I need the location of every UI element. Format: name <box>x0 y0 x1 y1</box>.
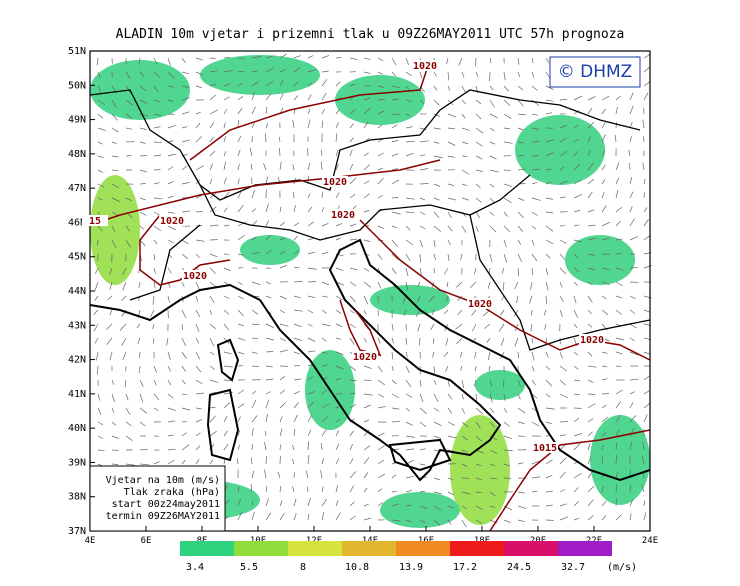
colorbar-box <box>450 541 504 556</box>
colorbar-box <box>396 541 450 556</box>
wind-arrow <box>644 193 645 198</box>
wind-arrow <box>308 282 316 283</box>
colorbar-unit: (m/s) <box>607 562 637 573</box>
wind-arrow <box>126 156 131 157</box>
wind-arrow <box>420 184 429 185</box>
isobar-label: 1020 <box>323 177 347 188</box>
lat-label: 42N <box>68 355 86 366</box>
lon-label: 24E <box>642 536 658 546</box>
lat-label: 44N <box>68 286 86 297</box>
colorbar-box <box>180 541 234 556</box>
lon-label: 4E <box>85 536 96 546</box>
wind-arrow <box>490 72 491 81</box>
lat-label: 43N <box>68 320 86 331</box>
colorbar-box <box>558 541 612 556</box>
isobar-label: 1020 <box>183 271 207 282</box>
wind-arrow <box>266 431 267 436</box>
lat-label: 49N <box>68 115 86 126</box>
isobar-label: 1020 <box>468 299 492 310</box>
wind-arrow <box>210 58 216 59</box>
colorbar-label: 13.9 <box>399 562 423 573</box>
lat-label: 40N <box>68 423 86 434</box>
isobar-label: 15 <box>89 216 101 227</box>
logo: © DHMZ <box>558 62 633 82</box>
wind-arrow <box>112 450 118 451</box>
isobar-label: 1020 <box>413 61 437 72</box>
colorbar-label: 3.4 <box>186 562 204 573</box>
colorbar-label: 8 <box>300 562 306 573</box>
lat-label: 47N <box>68 183 86 194</box>
lat-label: 38N <box>68 492 86 503</box>
isobar-label: 1020 <box>160 216 184 227</box>
colorbar-label: 10.8 <box>345 562 369 573</box>
wind-arrow <box>224 58 230 59</box>
lat-label: 51N <box>68 46 86 57</box>
wind-arrow <box>420 254 421 263</box>
colorbar-label: 5.5 <box>240 562 258 573</box>
wind-arrow <box>308 148 309 156</box>
colorbar-label: 17.2 <box>453 562 477 573</box>
wind-arrow <box>140 156 147 157</box>
wind-arrow <box>294 366 300 367</box>
legend-line: termin 09Z26MAY2011 <box>106 511 220 522</box>
wind-arrow <box>280 445 281 450</box>
wind-arrow <box>588 394 595 395</box>
legend-line: Vjetar na 10m (m/s) <box>106 475 220 486</box>
colorbar-box <box>288 541 342 556</box>
legend-line: start 00z24may2011 <box>112 499 220 510</box>
lat-label: 48N <box>68 149 86 160</box>
colorbar-box <box>234 541 288 556</box>
lon-label: 6E <box>141 536 152 546</box>
lat-label: 45N <box>68 252 86 263</box>
title: ALADIN 10m vjetar i prizemni tlak u 09Z2… <box>116 27 625 42</box>
wind-arrow <box>630 163 631 170</box>
colorbar-box <box>504 541 558 556</box>
legend-line: Tlak zraka (hPa) <box>124 487 220 498</box>
lat-label: 41N <box>68 389 86 400</box>
wind-arrow <box>630 268 638 269</box>
wind-arrow <box>294 192 295 198</box>
colorbar-box <box>342 541 396 556</box>
isobar-label: 1020 <box>353 352 377 363</box>
lat-label: 50N <box>68 80 86 91</box>
colorbar-label: 24.5 <box>507 562 531 573</box>
lat-label: 37N <box>68 526 86 537</box>
wind-arrow <box>140 184 146 185</box>
isobar-label: 1015 <box>533 443 557 454</box>
wind-arrow <box>98 240 99 246</box>
wind-arrow <box>140 352 141 358</box>
isobar-label: 1020 <box>580 335 604 346</box>
colorbar-label: 32.7 <box>561 562 585 573</box>
wind-arrow <box>616 122 617 128</box>
wind-arrow <box>462 156 467 157</box>
isobar-label: 1020 <box>331 210 355 221</box>
lat-label: 39N <box>68 457 86 468</box>
wind-arrow <box>532 142 539 143</box>
wind-arrow <box>560 422 568 423</box>
